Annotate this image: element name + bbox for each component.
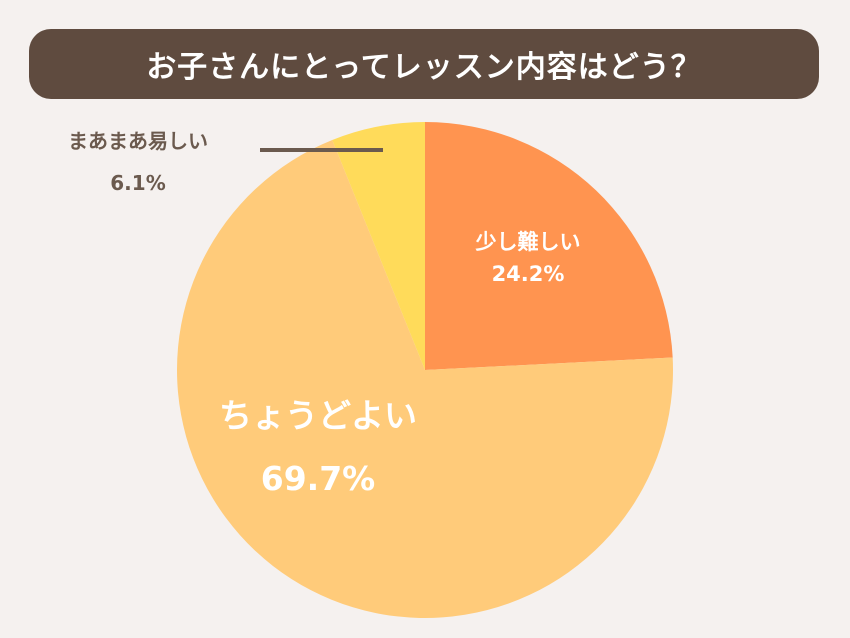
pie-slice-1	[425, 122, 673, 370]
slice-value-3: 6.1%	[110, 171, 165, 195]
slice-label-2: ちょうどよい	[219, 396, 417, 435]
slice-value-1: 24.2%	[492, 262, 565, 286]
slice-label-1: 少し難しい	[475, 230, 581, 254]
title-banner: お子さんにとってレッスン内容はどう？	[29, 29, 819, 99]
chart-title: お子さんにとってレッスン内容はどう？	[146, 50, 702, 85]
pie-slice-3	[332, 122, 425, 370]
pie-slice-2	[176, 139, 673, 619]
slice-value-2: 69.7%	[261, 459, 376, 498]
slice-label-3: まあまあ易しい	[68, 129, 208, 153]
